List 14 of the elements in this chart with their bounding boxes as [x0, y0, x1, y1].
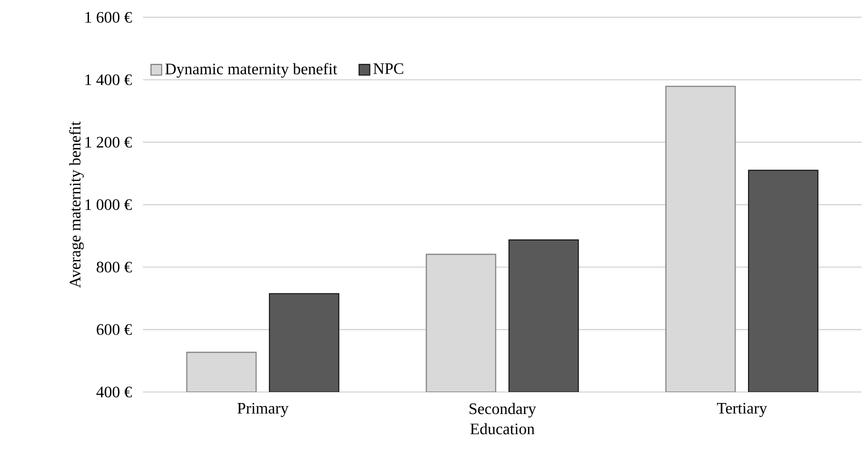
legend-label: NPC — [373, 63, 404, 74]
x-tick-label: Secondary — [470, 402, 536, 418]
x-tick-label: Tertiary — [716, 402, 768, 417]
y-tick-label: 1 000 € — [85, 199, 132, 210]
y-tick-label: 400 € — [96, 386, 132, 398]
y-tick-label: 600 € — [96, 324, 132, 335]
y-tick-label: 1 400 € — [85, 74, 132, 86]
y-tick-label: 1 600 € — [85, 12, 132, 23]
x-axis-title: Education — [470, 423, 535, 434]
legend-label: Dynamic maternity benefit — [165, 62, 338, 78]
x-tick-label: Primary — [237, 402, 289, 417]
y-tick-label: 800 € — [96, 262, 132, 272]
y-tick-label: 1 200 € — [85, 136, 132, 148]
y-axis-title: Average maternity benefit — [69, 121, 84, 288]
